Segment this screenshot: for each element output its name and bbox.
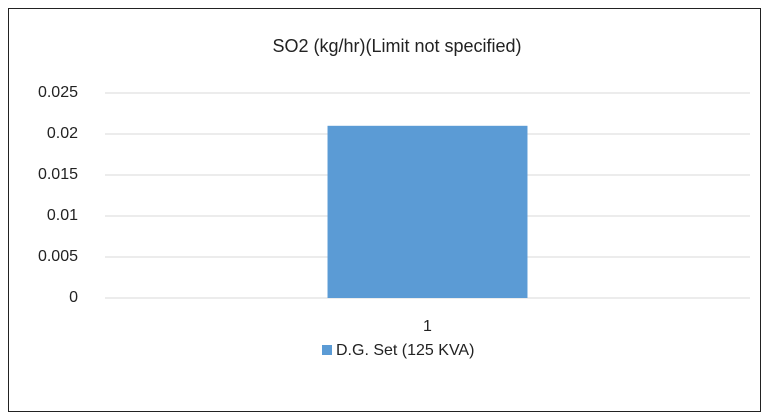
y-tick-label: 0.01 <box>47 207 78 224</box>
y-tick-label: 0 <box>69 289 78 306</box>
legend-swatch <box>322 345 332 355</box>
y-tick-label: 0.025 <box>38 84 78 101</box>
bar <box>327 125 528 298</box>
y-tick-label: 0.015 <box>38 166 78 183</box>
y-tick-label: 0.02 <box>47 125 78 142</box>
y-tick-label: 0.005 <box>38 248 78 265</box>
legend-label: D.G. Set (125 KVA) <box>336 342 474 359</box>
x-tick-label: 1 <box>423 318 432 335</box>
chart-title: SO2 (kg/hr)(Limit not specified) <box>272 36 521 56</box>
